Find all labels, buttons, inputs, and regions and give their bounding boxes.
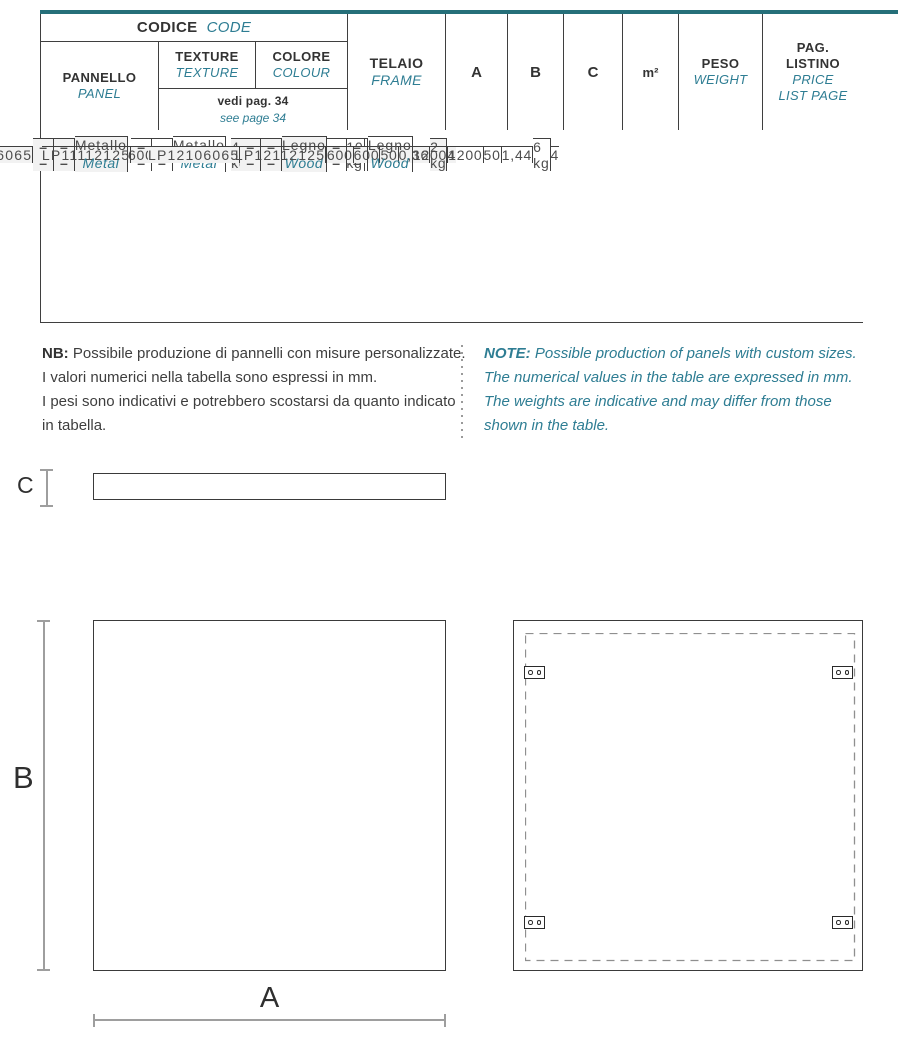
b-dimension-line bbox=[37, 620, 50, 971]
header-pag-en: PRICE LIST PAGE bbox=[778, 72, 848, 104]
header-pag-listino: PAG. LISTINO PRICE LIST PAGE bbox=[763, 14, 863, 130]
header-codice-en: CODE bbox=[206, 19, 252, 36]
diagram-c-label: C bbox=[17, 472, 34, 498]
header-pannello-it: PANNELLO bbox=[62, 69, 137, 85]
header-colore: COLORE COLOUR bbox=[256, 42, 348, 89]
cell-code: LP11106065 bbox=[0, 145, 34, 163]
header-codice: CODICE CODE bbox=[41, 14, 348, 42]
header-codice-it: CODICE bbox=[136, 19, 198, 36]
cell-code: LP12112125 bbox=[234, 145, 327, 163]
corner-connector-icon bbox=[832, 916, 853, 929]
table-row: LP12112125 – – – – Legno Wood 1200 1200 … bbox=[234, 130, 560, 178]
header-pag-it: PAG. LISTINO bbox=[785, 39, 841, 71]
cell-b: 1200 bbox=[448, 145, 484, 163]
diagram-b-label: B bbox=[13, 760, 34, 795]
header-col-a: A bbox=[446, 14, 508, 130]
header-telaio: TELAIO FRAME bbox=[348, 14, 446, 130]
note-english: NOTE: Possible production of panels with… bbox=[484, 345, 857, 434]
c-dimension-line bbox=[40, 469, 53, 507]
note-label: NOTE: bbox=[484, 345, 531, 362]
diagram-a-label: A bbox=[259, 982, 280, 1014]
nb-label: NB: bbox=[42, 345, 69, 362]
header-colore-en: COLOUR bbox=[272, 65, 331, 80]
header-peso: PESO WEIGHT bbox=[679, 14, 763, 130]
cell-code: LP11112125 bbox=[41, 145, 132, 163]
header-col-b: B bbox=[508, 14, 564, 130]
corner-connector-icon bbox=[832, 666, 853, 679]
header-see-page: vedi pag. 34 see page 34 bbox=[159, 89, 348, 130]
corner-connector-icon bbox=[524, 666, 545, 679]
connector-hole-icon bbox=[836, 670, 841, 675]
panel-front-view bbox=[93, 620, 446, 971]
header-texture-en: TEXTURE bbox=[175, 65, 239, 80]
header-col-m2: m² bbox=[623, 14, 679, 130]
cell-weight: 6 kg bbox=[533, 137, 551, 171]
header-colore-it: COLORE bbox=[272, 48, 331, 64]
header-texture-it: TEXTURE bbox=[175, 48, 239, 64]
connector-hole-icon bbox=[844, 670, 849, 675]
connector-hole-icon bbox=[528, 670, 533, 675]
cell-frame: Metallo Metal bbox=[74, 136, 128, 172]
cell-texture: – – bbox=[326, 137, 348, 171]
panel-back-view bbox=[513, 620, 863, 971]
header-telaio-it: TELAIO bbox=[369, 54, 424, 71]
connector-hole-icon bbox=[836, 920, 841, 925]
connector-hole-icon bbox=[536, 920, 541, 925]
cell-c: 50 bbox=[380, 145, 399, 163]
header-pannello-en: PANEL bbox=[77, 86, 122, 101]
connector-hole-icon bbox=[844, 920, 849, 925]
panel-spec-table: CODICE CODE PANNELLO PANEL TEXTURE TEXTU… bbox=[0, 14, 863, 323]
header-see-page-it: vedi pag. 34 bbox=[217, 94, 289, 109]
notes-divider bbox=[461, 345, 463, 439]
header-telaio-en: FRAME bbox=[371, 72, 422, 88]
table-top-accent-bar bbox=[40, 10, 898, 14]
header-pannello: PANNELLO PANEL bbox=[41, 42, 159, 130]
header-peso-en: WEIGHT bbox=[693, 72, 748, 87]
header-see-page-en: see page 34 bbox=[219, 110, 287, 125]
cell-colour: – – bbox=[347, 137, 368, 171]
a-dimension-line bbox=[93, 1014, 446, 1027]
cell-frame: Legno Wood bbox=[281, 136, 327, 172]
cell-a: 1200 bbox=[412, 145, 449, 163]
cell-m2: 0,36 bbox=[398, 145, 431, 163]
table-row: LP12106065 – – – – Legno Wood 600 600 50… bbox=[147, 130, 457, 178]
corner-connector-icon bbox=[524, 916, 545, 929]
cell-c: 50 bbox=[483, 145, 502, 163]
panel-side-view bbox=[93, 473, 446, 500]
connector-hole-icon bbox=[536, 670, 541, 675]
cell-frame: Legno Wood bbox=[367, 136, 413, 172]
header-texture: TEXTURE TEXTURE bbox=[159, 42, 256, 89]
frame-dashed-outline bbox=[525, 633, 856, 962]
connector-hole-icon bbox=[528, 920, 533, 925]
note-italian: NB: Possibile produzione di pannelli con… bbox=[42, 345, 466, 434]
cell-m2: 1,44 bbox=[501, 145, 534, 163]
header-col-c: C bbox=[564, 14, 623, 130]
cell-code: LP12106065 bbox=[147, 145, 241, 163]
cell-page: 4 bbox=[550, 145, 560, 163]
header-peso-it: PESO bbox=[701, 55, 740, 71]
